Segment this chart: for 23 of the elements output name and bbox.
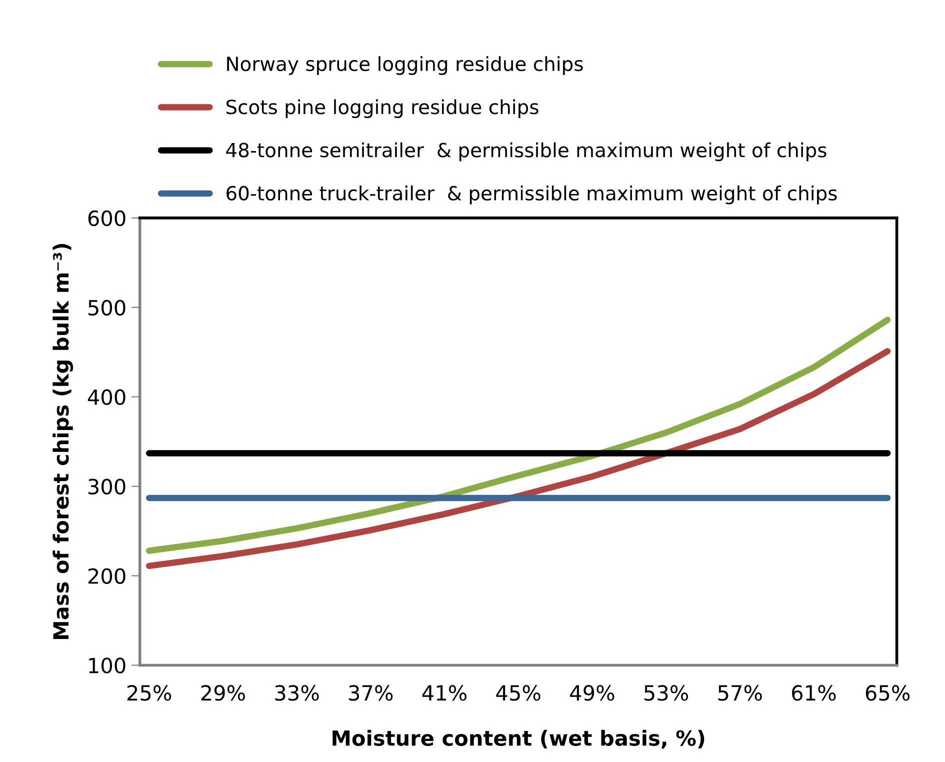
y-axis-title: Mass of forest chips (kg bulk m⁻³): [52, 244, 74, 639]
y-tick-label: 200: [88, 568, 126, 584]
y-tick-label: 600: [88, 210, 126, 226]
x-tick-label: 25%: [127, 685, 172, 701]
legend-label: 48-tonne semitrailer & permissible maximum weight of chips: [226, 142, 826, 162]
x-tick-label: 29%: [201, 685, 245, 701]
x-tick-label: 65%: [866, 685, 910, 701]
legend-label: Norway spruce logging residue chips: [227, 56, 583, 75]
x-tick-label: 33%: [275, 685, 319, 701]
x-axis-title: Moisture content (wet basis, %): [332, 730, 704, 749]
legend-label: 60-tonne truck-trailer & permissible maximum weight of chips: [226, 186, 837, 204]
y-tick-label: 500: [88, 300, 126, 316]
y-tick-label: 400: [88, 389, 126, 406]
x-tick-label: 37%: [349, 685, 393, 701]
legend-label: Scots pine logging residue chips: [226, 99, 538, 118]
x-tick-label: 49%: [570, 685, 614, 701]
y-tick-label: 100: [89, 658, 126, 674]
x-tick-label: 61%: [792, 685, 836, 701]
x-tick-label: 45%: [496, 685, 540, 701]
y-tick-label: 300: [88, 478, 126, 495]
x-tick-label: 41%: [422, 685, 466, 701]
x-tick-label: 53%: [644, 685, 688, 701]
x-tick-label: 57%: [718, 685, 762, 701]
